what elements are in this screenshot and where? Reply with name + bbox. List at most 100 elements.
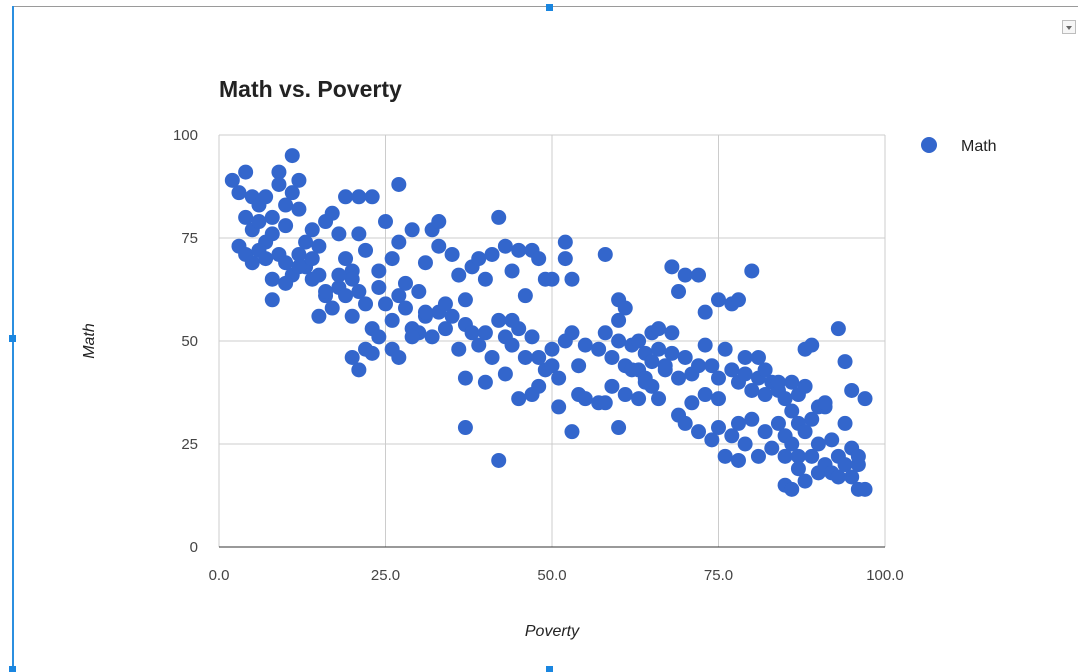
data-point (631, 333, 647, 349)
data-point (804, 337, 820, 353)
data-point (671, 284, 687, 300)
data-point (484, 246, 500, 262)
data-point (364, 189, 380, 205)
data-point (258, 251, 274, 267)
data-point (391, 349, 407, 365)
data-point (477, 374, 493, 390)
data-point (451, 341, 467, 357)
data-point (471, 337, 487, 353)
data-point (477, 271, 493, 287)
data-point (810, 436, 826, 452)
data-point (764, 440, 780, 456)
data-point (424, 329, 440, 345)
data-point (431, 238, 447, 254)
data-point (797, 378, 813, 394)
data-point (371, 279, 387, 295)
data-point (784, 481, 800, 497)
data-point (704, 432, 720, 448)
data-point (691, 424, 707, 440)
data-point (604, 378, 620, 394)
data-point (497, 366, 513, 382)
resize-handle-bottom[interactable] (546, 666, 553, 672)
data-point (338, 251, 354, 267)
data-point (504, 337, 520, 353)
data-point (750, 349, 766, 365)
data-points (224, 148, 873, 497)
y-tick-label: 25 (181, 436, 198, 453)
data-point (358, 296, 374, 312)
y-axis-label: Math (81, 323, 98, 359)
data-point (757, 362, 773, 378)
data-point (724, 428, 740, 444)
data-point (837, 354, 853, 370)
data-point (651, 321, 667, 337)
data-point (837, 415, 853, 431)
data-point (397, 275, 413, 291)
data-point (691, 358, 707, 374)
data-point (577, 337, 593, 353)
data-point (617, 300, 633, 316)
data-point (804, 448, 820, 464)
data-point (491, 209, 507, 225)
x-tick-label: 50.0 (537, 567, 566, 584)
data-point (258, 189, 274, 205)
data-point (844, 382, 860, 398)
data-point (358, 242, 374, 258)
chart-menu-button[interactable] (1062, 20, 1076, 34)
data-point (717, 448, 733, 464)
data-point (291, 246, 307, 262)
data-point (611, 333, 627, 349)
resize-handle-top[interactable] (546, 4, 553, 11)
data-point (338, 288, 354, 304)
data-point (464, 325, 480, 341)
data-point (371, 329, 387, 345)
resize-handle-left[interactable] (9, 335, 16, 342)
data-point (371, 263, 387, 279)
data-point (491, 452, 507, 468)
data-point (571, 358, 587, 374)
data-point (651, 391, 667, 407)
data-point (331, 226, 347, 242)
resize-handle-bottom-left[interactable] (9, 666, 16, 672)
data-point (378, 214, 393, 230)
data-point (611, 312, 627, 328)
data-point (757, 424, 773, 440)
data-point (451, 267, 467, 283)
data-point (484, 349, 500, 365)
data-point (291, 259, 307, 275)
data-point (431, 214, 447, 230)
data-point (644, 354, 660, 370)
data-point (804, 411, 820, 427)
data-point (417, 255, 433, 271)
data-point (291, 201, 307, 217)
data-point (597, 395, 613, 411)
data-point (597, 325, 613, 341)
data-point (611, 420, 627, 436)
data-point (777, 391, 793, 407)
data-point (744, 411, 760, 427)
data-point (311, 308, 327, 324)
data-point (318, 284, 334, 300)
data-point (491, 312, 507, 328)
data-point (531, 349, 547, 365)
data-point (457, 420, 473, 436)
data-point (411, 284, 427, 300)
data-point (304, 222, 320, 238)
data-point (777, 448, 793, 464)
data-point (677, 415, 693, 431)
data-point (664, 325, 680, 341)
data-point (830, 321, 846, 337)
data-point (278, 197, 294, 213)
data-point (551, 370, 567, 386)
data-point (298, 234, 314, 250)
data-point (737, 366, 753, 382)
x-tick-label: 100.0 (866, 567, 904, 584)
x-axis-label: Poverty (525, 623, 580, 640)
data-point (444, 246, 460, 262)
data-point (278, 218, 294, 234)
data-point (264, 226, 280, 242)
data-point (517, 288, 533, 304)
x-tick-label: 0.0 (209, 567, 230, 584)
data-point (797, 424, 813, 440)
data-point (830, 469, 846, 485)
